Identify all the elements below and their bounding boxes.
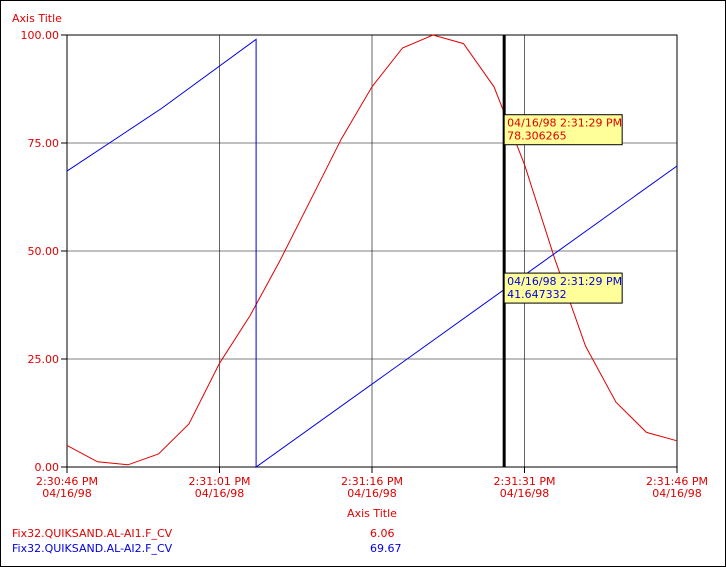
tooltip-value: 78.306265: [507, 130, 566, 143]
x-tick-label-date: 04/16/98: [42, 487, 91, 500]
x-tick-label-date: 04/16/98: [347, 487, 396, 500]
x-tick-label-time: 2:31:46 PM: [646, 475, 708, 488]
x-tick-label-time: 2:31:31 PM: [493, 475, 555, 488]
x-tick-label-date: 04/16/98: [195, 487, 244, 500]
legend-label-ai1: Fix32.QUIKSAND.AL-AI1.F_CV: [12, 527, 173, 540]
tooltip-value: 41.647332: [507, 288, 566, 301]
x-tick-label-date: 04/16/98: [652, 487, 701, 500]
legend-value-ai2: 69.67: [370, 542, 402, 555]
series-layer: [66, 34, 678, 468]
chart-title: Axis Title: [12, 12, 62, 25]
tooltip-box: [503, 114, 623, 146]
x-axis-title: Axis Title: [347, 507, 397, 520]
series-line-2: [66, 38, 678, 468]
y-tick-label: 75.00: [28, 137, 60, 150]
series-line-1: [66, 34, 678, 466]
legend-value-ai1: 6.06: [370, 527, 395, 540]
tooltip-label: 04/16/98 2:31:29 PM: [507, 117, 622, 130]
x-tick-label-time: 2:31:01 PM: [188, 475, 250, 488]
x-tick-label-time: 2:31:16 PM: [341, 475, 403, 488]
grid: [66, 34, 678, 468]
x-tick-label-time: 2:30:46 PM: [36, 475, 98, 488]
x-tick-label-date: 04/16/98: [500, 487, 549, 500]
legend-entry-ai2: Fix32.QUIKSAND.AL-AI2.F_CV: [12, 542, 172, 555]
tooltip-label: 04/16/98 2:31:29 PM: [507, 275, 622, 288]
y-tick-label: 25.00: [28, 353, 60, 366]
legend-label-ai2: Fix32.QUIKSAND.AL-AI2.F_CV: [12, 542, 173, 555]
y-tick-label: 0.00: [35, 461, 60, 474]
y-tick-label: 50.00: [28, 245, 60, 258]
tooltip-box: [503, 272, 623, 304]
y-tick-label: 100.00: [21, 29, 60, 42]
legend-entry-ai1: Fix32.QUIKSAND.AL-AI1.F_CV: [12, 527, 172, 540]
